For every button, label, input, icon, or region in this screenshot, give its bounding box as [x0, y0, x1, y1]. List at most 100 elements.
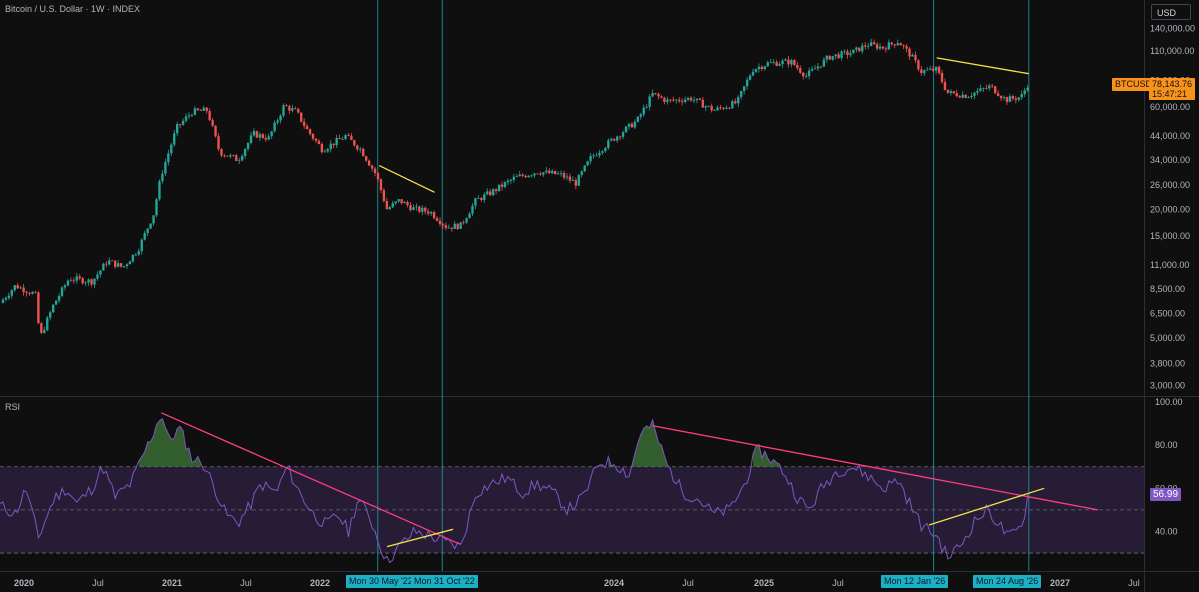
candle[interactable]	[483, 192, 486, 203]
candle[interactable]	[748, 73, 752, 81]
candle[interactable]	[574, 177, 578, 190]
candle[interactable]	[75, 272, 78, 284]
candle[interactable]	[4, 296, 8, 302]
candle[interactable]	[536, 173, 539, 175]
candle[interactable]	[320, 142, 324, 154]
candle[interactable]	[837, 51, 840, 59]
candle[interactable]	[238, 157, 241, 165]
candle[interactable]	[223, 154, 226, 158]
candle[interactable]	[946, 89, 950, 94]
candle[interactable]	[1, 297, 5, 304]
candle[interactable]	[911, 53, 914, 57]
candle[interactable]	[90, 278, 93, 287]
candle[interactable]	[308, 128, 312, 136]
candle[interactable]	[379, 178, 383, 194]
candle[interactable]	[424, 206, 427, 215]
candle[interactable]	[465, 217, 468, 225]
candle[interactable]	[861, 42, 864, 54]
rsi-trendline-1[interactable]	[160, 412, 461, 546]
candle[interactable]	[701, 96, 704, 108]
candle[interactable]	[63, 283, 67, 291]
candle[interactable]	[158, 179, 161, 201]
candle[interactable]	[297, 107, 300, 114]
candle[interactable]	[645, 104, 648, 109]
candle[interactable]	[311, 132, 315, 141]
candle[interactable]	[639, 112, 642, 120]
candle[interactable]	[571, 176, 575, 181]
candle[interactable]	[991, 83, 994, 89]
candle[interactable]	[775, 59, 778, 67]
candle[interactable]	[778, 61, 781, 67]
candle[interactable]	[1005, 96, 1009, 105]
candle[interactable]	[432, 210, 436, 220]
candle[interactable]	[896, 39, 899, 46]
candle[interactable]	[376, 171, 380, 183]
candle[interactable]	[1020, 90, 1023, 100]
rsi-trendline-2[interactable]	[386, 528, 454, 548]
candle[interactable]	[329, 140, 332, 153]
candle[interactable]	[54, 300, 58, 305]
candle[interactable]	[78, 274, 81, 281]
candle[interactable]	[796, 61, 799, 71]
candle[interactable]	[627, 123, 631, 130]
candle[interactable]	[976, 88, 979, 96]
candle[interactable]	[122, 265, 126, 268]
candle[interactable]	[556, 171, 560, 175]
candle[interactable]	[651, 89, 654, 98]
date-marker-4[interactable]: Mon 24 Aug '26	[973, 575, 1042, 588]
candle[interactable]	[187, 112, 191, 120]
candle[interactable]	[412, 204, 415, 211]
candle[interactable]	[444, 222, 448, 231]
candle[interactable]	[332, 143, 335, 149]
candle[interactable]	[400, 199, 403, 205]
candle[interactable]	[929, 65, 932, 71]
candle[interactable]	[804, 72, 808, 79]
candle[interactable]	[364, 155, 368, 162]
candle[interactable]	[607, 138, 610, 150]
candle[interactable]	[25, 290, 28, 297]
candle[interactable]	[745, 77, 749, 90]
candle[interactable]	[43, 326, 46, 334]
candle[interactable]	[515, 173, 518, 177]
candle[interactable]	[140, 238, 143, 255]
candle[interactable]	[226, 155, 229, 157]
candle[interactable]	[217, 132, 220, 152]
candle[interactable]	[592, 153, 595, 159]
candle[interactable]	[181, 118, 185, 127]
candle[interactable]	[512, 173, 516, 183]
candle[interactable]	[258, 132, 262, 142]
candle[interactable]	[840, 50, 843, 61]
candle[interactable]	[1023, 87, 1026, 97]
candle[interactable]	[87, 278, 90, 287]
candle[interactable]	[887, 39, 891, 50]
candle[interactable]	[751, 68, 755, 77]
candle[interactable]	[190, 113, 194, 118]
candle[interactable]	[397, 198, 400, 203]
date-marker-3[interactable]: Mon 12 Jan '26	[881, 575, 949, 588]
candle[interactable]	[471, 203, 474, 217]
candle[interactable]	[335, 134, 338, 148]
candle[interactable]	[787, 56, 790, 68]
candle[interactable]	[988, 83, 991, 91]
candle[interactable]	[37, 291, 40, 324]
candle[interactable]	[57, 293, 61, 303]
candle[interactable]	[19, 285, 22, 289]
candle[interactable]	[719, 104, 722, 110]
candle[interactable]	[152, 215, 155, 226]
candle[interactable]	[46, 315, 49, 332]
candle[interactable]	[858, 47, 861, 52]
candle[interactable]	[22, 284, 25, 296]
candle[interactable]	[828, 55, 831, 61]
candle[interactable]	[642, 104, 645, 117]
candle[interactable]	[155, 197, 158, 218]
candle[interactable]	[149, 223, 152, 230]
candle[interactable]	[825, 54, 829, 63]
candle[interactable]	[598, 149, 601, 158]
candle[interactable]	[359, 146, 362, 153]
candle[interactable]	[453, 221, 456, 229]
candle[interactable]	[178, 123, 182, 129]
candle[interactable]	[678, 97, 681, 104]
candle[interactable]	[34, 290, 37, 294]
candle[interactable]	[249, 131, 253, 145]
candle[interactable]	[577, 174, 580, 186]
